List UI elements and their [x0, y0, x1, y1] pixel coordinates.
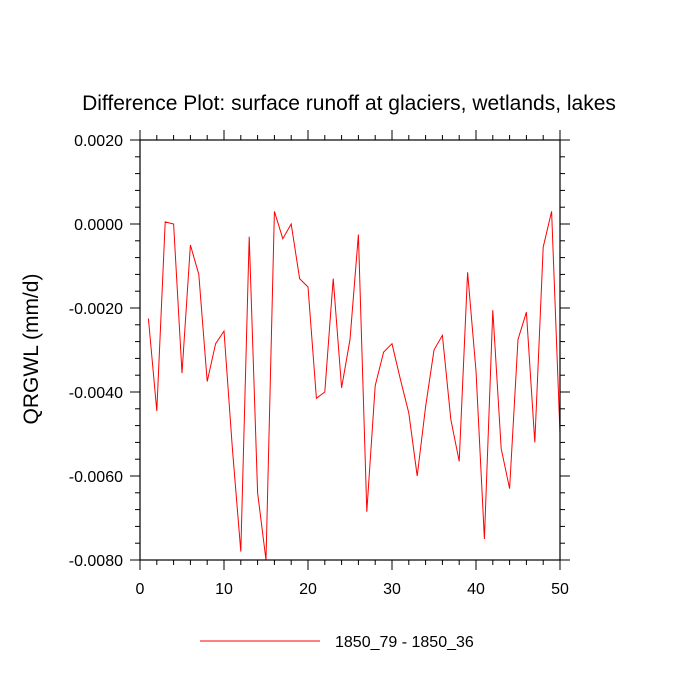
y-tick-label: 0.0020: [74, 133, 123, 150]
x-tick-label: 0: [136, 581, 145, 598]
y-tick-label: -0.0020: [69, 301, 123, 318]
x-tick-label: 20: [299, 581, 317, 598]
x-tick-label: 30: [383, 581, 401, 598]
y-tick-label: -0.0080: [69, 553, 123, 570]
y-tick-label: -0.0060: [69, 469, 123, 486]
axis-ticks: 0 10 20 30 40 50 0.0020 0.0000 -0.0020 -0.0040 -0.…: [69, 130, 570, 598]
x-tick-label: 10: [215, 581, 233, 598]
y-tick-label: 0.0000: [74, 217, 123, 234]
series-line-0: [147, 211, 561, 561]
x-tick-label: 40: [467, 581, 485, 598]
y-tick-label: -0.0040: [69, 385, 123, 402]
series-layer: [147, 211, 561, 561]
chart-title: Difference Plot: surface runoff at glaci…: [82, 92, 616, 115]
y-axis-label: QRGWL (mm/d): [20, 274, 43, 425]
legend: 1850_79 - 1850_36: [200, 634, 474, 651]
legend-label: 1850_79 - 1850_36: [335, 634, 474, 651]
plot-frame: [139, 139, 561, 561]
x-tick-label: 50: [551, 581, 569, 598]
